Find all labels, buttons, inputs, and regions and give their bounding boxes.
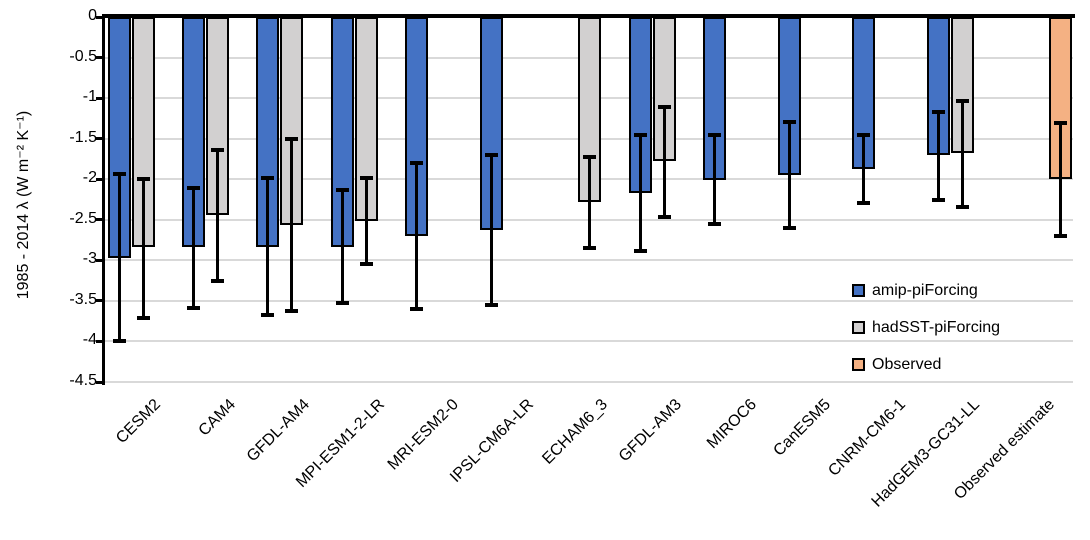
- error-bar: [713, 135, 717, 224]
- error-bar-cap: [484, 152, 498, 157]
- y-tick-label: -0.5: [69, 47, 97, 65]
- legend-item-amip-piforcing: amip-piForcing: [852, 272, 1000, 309]
- error-bar: [266, 178, 270, 316]
- error-bar-cap: [633, 132, 647, 137]
- error-bar-cap: [857, 200, 871, 205]
- error-bar-cap: [931, 197, 945, 202]
- gridline: [105, 381, 1073, 383]
- error-bar: [340, 189, 344, 303]
- y-axis-tick: [96, 96, 103, 100]
- error-bar-cap: [186, 306, 200, 311]
- legend-item-observed: Observed: [852, 346, 1000, 383]
- error-bar: [787, 121, 791, 228]
- error-bar-cap: [657, 214, 671, 219]
- error-bar: [141, 179, 145, 318]
- error-bar-cap: [410, 161, 424, 165]
- error-bar-cap: [583, 246, 597, 251]
- error-bar-cap: [210, 148, 224, 153]
- legend-label: Observed: [872, 355, 942, 373]
- error-bar: [489, 154, 493, 305]
- error-bar-cap: [782, 225, 796, 230]
- y-tick-label: -1: [82, 88, 97, 106]
- error-bar: [638, 134, 642, 252]
- gridline: [105, 259, 1073, 262]
- error-bar-cap: [359, 262, 373, 267]
- error-bar-cap: [633, 249, 647, 254]
- y-axis-tick: [96, 299, 103, 303]
- error-bar-cap: [857, 132, 871, 137]
- y-tick-label: -3.5: [69, 290, 97, 308]
- y-tick-label: 0: [88, 7, 97, 24]
- error-bar-cap: [335, 187, 349, 192]
- y-axis-tick: [96, 258, 103, 262]
- y-axis-tick: [96, 15, 103, 19]
- legend: amip-piForcing hadSST-piForcing Observed: [852, 272, 1000, 383]
- error-bar-cap: [261, 176, 275, 181]
- y-tick-label: -2: [82, 169, 97, 187]
- y-axis-tick: [96, 177, 103, 181]
- error-bar: [364, 178, 368, 265]
- error-bar-cap: [410, 307, 424, 311]
- error-bar-cap: [359, 176, 373, 181]
- legend-swatch-icon: [852, 321, 865, 334]
- error-bar-cap: [708, 221, 722, 226]
- legend-label: hadSST-piForcing: [872, 318, 1001, 336]
- error-bar: [215, 150, 219, 281]
- error-bar-cap: [484, 302, 498, 307]
- y-tick-label: -4: [82, 331, 97, 349]
- error-bar-cap: [261, 313, 275, 318]
- y-tick-label: -4.5: [69, 372, 97, 389]
- error-bar-cap: [782, 119, 796, 124]
- error-bar-cap: [186, 186, 200, 191]
- y-axis-tick: [96, 218, 103, 222]
- gridline: [105, 299, 1073, 302]
- error-bar-cap: [657, 105, 671, 110]
- y-tick-label: -2.5: [69, 209, 97, 227]
- error-bar-cap: [136, 315, 150, 320]
- error-bar: [117, 174, 121, 341]
- legend-swatch-icon: [852, 358, 865, 371]
- error-bar-cap: [955, 204, 969, 209]
- error-bar: [191, 188, 195, 309]
- error-bar-cap: [285, 308, 299, 313]
- error-bar-cap: [112, 172, 126, 177]
- error-bar-cap: [931, 109, 945, 114]
- error-bar-cap: [708, 133, 722, 138]
- error-bar-cap: [112, 338, 126, 343]
- error-bar-cap: [1054, 121, 1068, 126]
- error-bar-cap: [583, 154, 597, 159]
- y-axis-line: [102, 14, 105, 385]
- y-axis-tick: [96, 137, 103, 141]
- x-category-label: CESM2: [113, 396, 165, 448]
- legend-item-hadsst-piforcing: hadSST-piForcing: [852, 309, 1000, 346]
- y-axis-tick: [96, 339, 103, 343]
- error-bar: [1059, 123, 1063, 236]
- error-bar: [415, 163, 419, 309]
- legend-swatch-icon: [852, 284, 865, 297]
- error-bar-cap: [1054, 234, 1068, 238]
- y-axis-tick: [96, 380, 103, 384]
- y-tick-label: -3: [82, 250, 97, 268]
- error-bar: [290, 139, 294, 311]
- error-bar-cap: [955, 99, 969, 104]
- error-bar: [960, 101, 964, 207]
- error-bar-cap: [136, 177, 150, 182]
- error-bar: [936, 111, 940, 200]
- error-bar: [662, 107, 666, 217]
- error-bar-cap: [285, 137, 299, 142]
- error-bar: [588, 156, 592, 249]
- error-bar-cap: [210, 278, 224, 283]
- error-bar-cap: [335, 300, 349, 305]
- x-axis-zero-line: [102, 14, 1075, 18]
- y-tick-label: -1.5: [69, 128, 97, 146]
- y-axis-tick: [96, 56, 103, 60]
- gridline: [105, 340, 1073, 343]
- legend-label: amip-piForcing: [872, 281, 978, 299]
- error-bar: [862, 134, 866, 203]
